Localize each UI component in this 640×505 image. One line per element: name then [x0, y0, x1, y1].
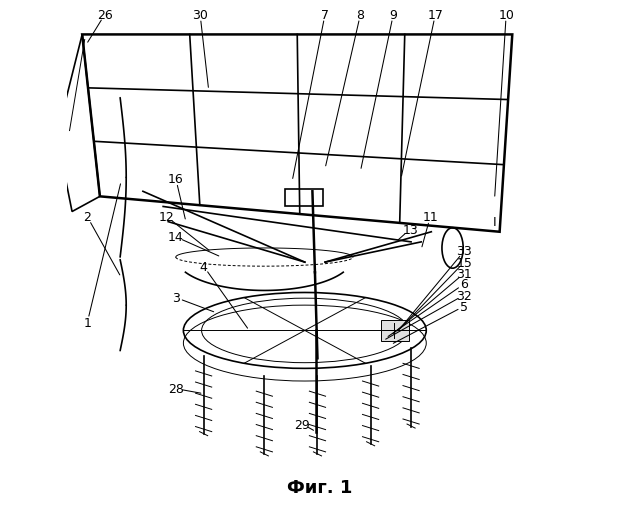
Text: 31: 31	[456, 267, 472, 280]
Text: 4: 4	[200, 260, 207, 273]
Text: 10: 10	[499, 9, 514, 22]
Text: 12: 12	[159, 211, 175, 224]
Text: 15: 15	[456, 256, 472, 269]
Text: 29: 29	[294, 418, 310, 431]
Text: Фиг. 1: Фиг. 1	[287, 478, 353, 496]
Text: 30: 30	[192, 9, 208, 22]
Bar	[381, 321, 408, 341]
Text: 16: 16	[168, 173, 184, 186]
Text: 2: 2	[83, 211, 91, 224]
Text: 9: 9	[389, 9, 397, 22]
Text: 5: 5	[460, 300, 468, 313]
Text: 33: 33	[456, 245, 472, 258]
Text: 8: 8	[356, 9, 365, 22]
Text: 26: 26	[97, 9, 113, 22]
Text: 14: 14	[168, 231, 184, 244]
Text: 13: 13	[402, 223, 418, 236]
Text: 6: 6	[460, 278, 468, 291]
Text: 17: 17	[428, 9, 444, 22]
Text: 7: 7	[321, 9, 329, 22]
Text: 28: 28	[168, 382, 184, 395]
Text: 11: 11	[422, 211, 438, 224]
Text: 32: 32	[456, 289, 472, 302]
Text: 3: 3	[172, 291, 180, 305]
Text: I: I	[493, 216, 497, 229]
Bar	[285, 189, 323, 207]
Text: 1: 1	[83, 317, 91, 330]
